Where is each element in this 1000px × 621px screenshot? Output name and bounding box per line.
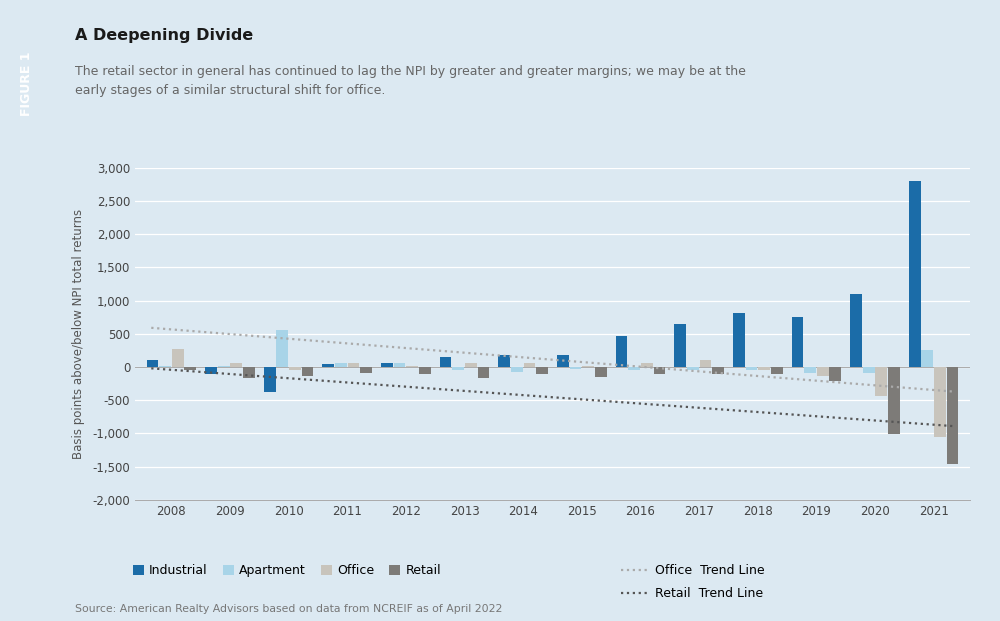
- Bar: [360, 367, 372, 373]
- Bar: [582, 366, 594, 367]
- Bar: [218, 366, 230, 367]
- Bar: [616, 337, 627, 367]
- Bar: [829, 367, 841, 381]
- Bar: [511, 367, 523, 373]
- Bar: [172, 349, 184, 367]
- Text: FIGURE 1: FIGURE 1: [20, 52, 32, 116]
- Bar: [498, 355, 510, 367]
- Bar: [335, 363, 347, 367]
- Bar: [478, 367, 489, 378]
- Bar: [394, 363, 405, 367]
- Bar: [524, 363, 535, 367]
- Bar: [888, 367, 900, 434]
- Bar: [817, 367, 829, 376]
- Bar: [758, 367, 770, 369]
- Bar: [700, 360, 711, 367]
- Bar: [746, 367, 757, 369]
- Bar: [733, 312, 745, 367]
- Bar: [628, 367, 640, 369]
- Bar: [712, 367, 724, 374]
- Bar: [947, 367, 958, 464]
- Text: The retail sector in general has continued to lag the NPI by greater and greater: The retail sector in general has continu…: [75, 65, 746, 97]
- Bar: [595, 367, 607, 378]
- Bar: [381, 363, 393, 367]
- Bar: [419, 367, 431, 374]
- Legend: Office  Trend Line, Retail  Trend Line: Office Trend Line, Retail Trend Line: [621, 564, 765, 601]
- Bar: [804, 367, 816, 373]
- Bar: [159, 366, 171, 367]
- Bar: [792, 317, 803, 367]
- Bar: [348, 363, 359, 367]
- Bar: [875, 367, 887, 396]
- Bar: [302, 367, 313, 376]
- Bar: [863, 367, 875, 373]
- Bar: [934, 367, 946, 437]
- Bar: [771, 367, 783, 374]
- Bar: [406, 366, 418, 367]
- Text: Source: American Realty Advisors based on data from NCREIF as of April 2022: Source: American Realty Advisors based o…: [75, 604, 502, 614]
- Bar: [465, 363, 477, 367]
- Bar: [557, 355, 569, 367]
- Bar: [654, 367, 665, 374]
- Bar: [674, 324, 686, 367]
- Bar: [687, 367, 699, 369]
- Bar: [264, 367, 276, 392]
- Bar: [205, 367, 217, 374]
- Bar: [570, 367, 581, 369]
- Bar: [641, 363, 653, 367]
- Bar: [921, 350, 933, 367]
- Bar: [850, 294, 862, 367]
- Bar: [230, 363, 242, 367]
- Bar: [322, 364, 334, 367]
- Bar: [147, 360, 158, 367]
- Bar: [243, 367, 255, 378]
- Bar: [184, 367, 196, 370]
- Bar: [536, 367, 548, 374]
- Y-axis label: Basis points above/below NPI total returns: Basis points above/below NPI total retur…: [72, 209, 85, 459]
- Bar: [276, 330, 288, 367]
- Bar: [452, 367, 464, 369]
- Bar: [440, 357, 451, 367]
- Bar: [909, 181, 921, 367]
- Text: A Deepening Divide: A Deepening Divide: [75, 28, 253, 43]
- Bar: [289, 367, 301, 369]
